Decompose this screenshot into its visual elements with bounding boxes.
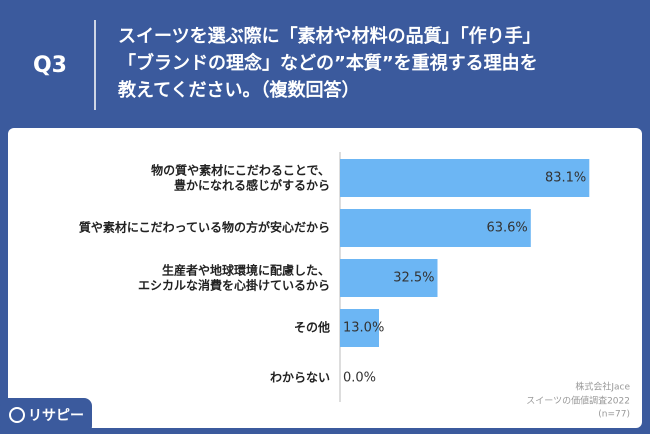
chart-title: スイーツを選ぶ際に「素材や材料の品質」「作り手」「ブランドの理念」などの”本質”… — [118, 25, 541, 101]
source: 株式会社Jace — [575, 381, 630, 393]
logo-tab — [0, 398, 92, 434]
value-label: 32.5% — [393, 271, 434, 286]
value-label: 63.6% — [486, 221, 527, 236]
category-label: わからない — [270, 371, 330, 385]
bar — [340, 159, 590, 197]
category-label: 物の質や素材にこだわることで、豊かになれる感じがするから — [151, 162, 330, 192]
category-label: その他 — [294, 320, 330, 335]
value-label: 0.0% — [343, 371, 376, 386]
bar — [340, 259, 438, 297]
question-number: Q3 — [33, 53, 67, 78]
value-label: 83.1% — [545, 171, 586, 186]
logo-icon — [9, 407, 25, 423]
category-label: 生産者や地球環境に配慮した、エシカルな消費を心掛けているから — [138, 262, 330, 292]
panel — [8, 128, 642, 428]
value-label: 13.0% — [343, 321, 384, 336]
bar — [340, 209, 531, 247]
logo: リサピー — [28, 408, 84, 424]
source: スイーツの価値調査2022 — [526, 395, 630, 407]
source: (n=77) — [598, 410, 630, 420]
bar — [340, 309, 379, 347]
category-label: 質や素材にこだわっている物の方が安心だから — [79, 220, 330, 235]
